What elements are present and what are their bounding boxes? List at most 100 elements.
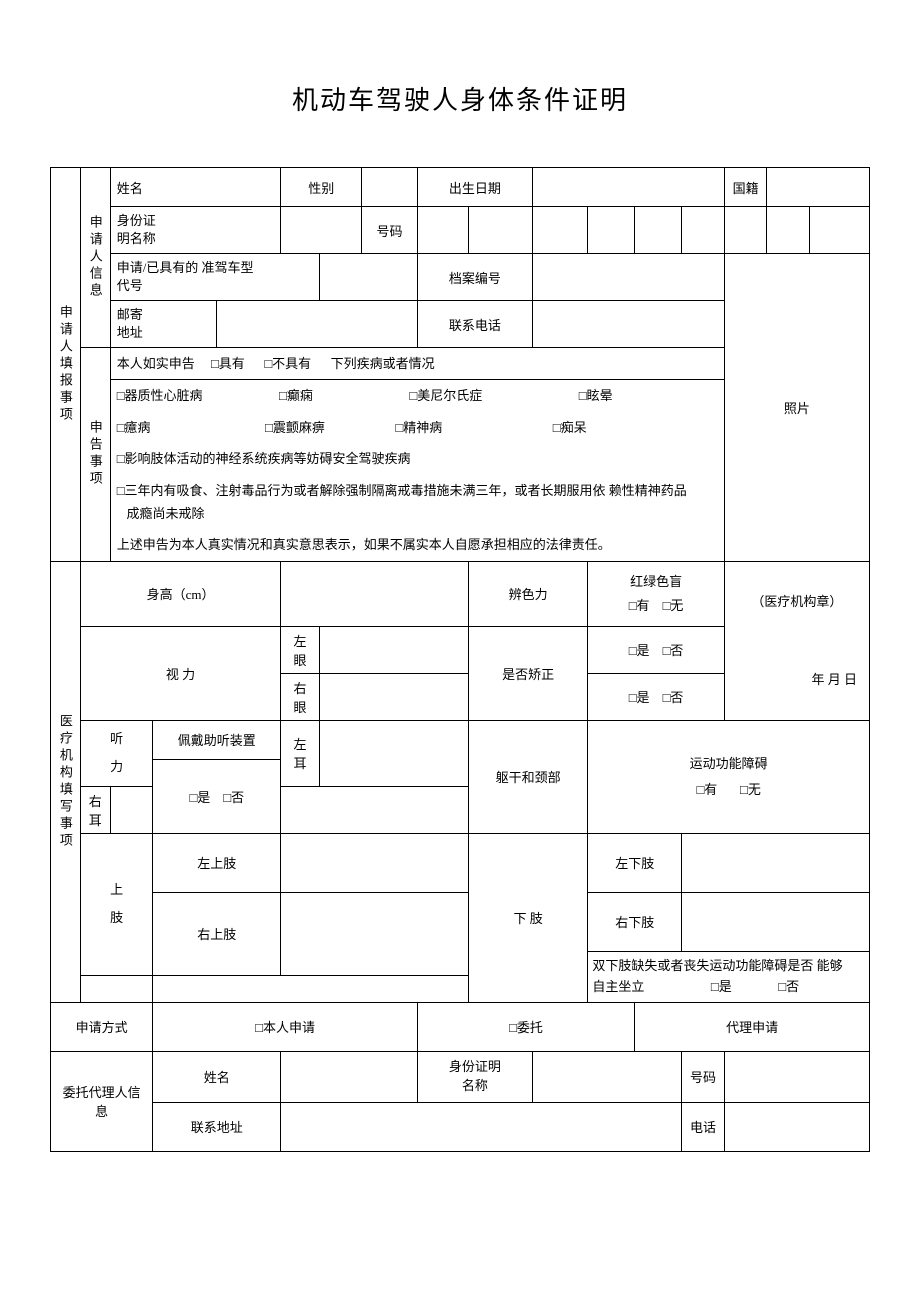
corrected-right: □是 □否 [588, 673, 724, 720]
id-digit[interactable] [810, 207, 870, 254]
id-name-value[interactable] [281, 207, 362, 254]
license-type-label: 申请/已具有的 准驾车型代号 [110, 254, 319, 301]
checkbox-sit-yes[interactable]: □是 [711, 979, 732, 994]
checkbox-colorblind-yes[interactable]: □有 [629, 598, 650, 613]
checkbox-aid-no[interactable]: □否 [223, 790, 244, 805]
agent-info-label: 委托代理人信息 [51, 1051, 153, 1151]
checkbox-colorblind-no[interactable]: □无 [663, 598, 684, 613]
upper-limb-label: 上肢 [80, 833, 152, 975]
checkbox-nothas[interactable]: □不具有 [264, 356, 311, 371]
lu-value[interactable] [281, 833, 469, 892]
applicant-info-label: 申请人信息 [80, 168, 110, 348]
checkbox-disease[interactable]: □三年内有吸食、注射毒品行为或者解除强制隔离戒毒措施未满三年，或者长期服用依 赖… [117, 483, 687, 498]
hearing-label: 听力 [80, 720, 152, 786]
checkbox-motor-yes[interactable]: □有 [696, 782, 717, 797]
id-digit[interactable] [724, 207, 767, 254]
id-digit[interactable] [417, 207, 468, 254]
name-label: 姓名 [110, 168, 281, 207]
page-title: 机动车驾驶人身体条件证明 [50, 80, 870, 117]
nationality-value[interactable] [767, 168, 870, 207]
rl-label: 右下肢 [588, 892, 682, 951]
right-ear-label: 右耳 [80, 786, 110, 833]
colorblind-cell: 红绿色盲 □有 □无 [588, 561, 724, 626]
id-digit[interactable] [468, 207, 532, 254]
declaration-intro: 本人如实申告 □具有 □不具有 下列疾病或者情况 [110, 348, 724, 380]
sex-label: 性别 [281, 168, 362, 207]
checkbox-aid-yes[interactable]: □是 [189, 790, 210, 805]
left-ear-value[interactable] [319, 720, 468, 786]
lu-label: 左上肢 [153, 833, 281, 892]
vision-label: 视 力 [80, 626, 280, 720]
checkbox-isnot[interactable]: □否 [663, 690, 684, 705]
height-value[interactable] [281, 561, 469, 626]
rl-value[interactable] [682, 892, 870, 951]
checkbox-is[interactable]: □是 [629, 690, 650, 705]
declaration-label: 申告事项 [80, 348, 110, 562]
left-eye-value[interactable] [319, 626, 468, 673]
dob-label: 出生日期 [417, 168, 532, 207]
ru-spacer [153, 975, 469, 1002]
lower-limb-question: 双下肢缺失或者丧失运动功能障碍是否 能够 自主坐立 □是 □否 [588, 951, 870, 1002]
checkbox-is[interactable]: □是 [629, 643, 650, 658]
checkbox-disease[interactable]: □震颤麻痹 [265, 420, 325, 435]
nationality-label: 国籍 [724, 168, 767, 207]
disease-row-2: □癔病 □震颤麻痹 □精神病 □痴呆 [110, 412, 724, 443]
id-digit[interactable] [532, 207, 587, 254]
form-table: 申请人填报事项 申请人信息 姓名 性别 出生日期 国籍 身份证明名称 号码 申请… [50, 167, 870, 1152]
ru-label: 右上肢 [153, 892, 281, 975]
right-eye-label: 右眼 [281, 673, 319, 720]
id-digit[interactable] [588, 207, 635, 254]
agent-phone-value[interactable] [724, 1102, 869, 1151]
left-eye-label: 左眼 [281, 626, 319, 673]
disease-row-1: □器质性心脏病 □癫痫 □美尼尔氏症 □眩晕 [110, 380, 724, 412]
right-eye-value[interactable] [319, 673, 468, 720]
ru-value[interactable] [281, 892, 469, 975]
dob-value[interactable] [532, 168, 724, 207]
checkbox-disease[interactable]: □癔病 [117, 420, 151, 435]
phone-value[interactable] [532, 301, 724, 348]
apply-self[interactable]: □本人申请 [153, 1002, 417, 1051]
declaration-footer: 上述申告为本人真实情况和真实意思表示，如果不属实本人自愿承担相应的法律责任。 [110, 529, 724, 561]
checkbox-disease[interactable]: □眩晕 [579, 388, 613, 403]
photo-area: 照片 [724, 254, 869, 562]
agent-id-name-value[interactable] [532, 1051, 681, 1102]
color-label: 辨色力 [468, 561, 587, 626]
agent-addr-value[interactable] [281, 1102, 682, 1151]
id-no-label: 号码 [362, 207, 417, 254]
ll-value[interactable] [682, 833, 870, 892]
agent-id-no-value[interactable] [724, 1051, 869, 1102]
trunk-label: 躯干和颈部 [468, 720, 587, 833]
apply-method-label: 申请方式 [51, 1002, 153, 1051]
checkbox-disease[interactable]: □癫痫 [279, 388, 313, 403]
checkbox-sit-no[interactable]: □否 [778, 979, 799, 994]
file-no-value[interactable] [532, 254, 724, 301]
checkbox-motor-no[interactable]: □无 [740, 782, 761, 797]
checkbox-has[interactable]: □具有 [211, 356, 245, 371]
disease-row-4: □三年内有吸食、注射毒品行为或者解除强制隔离戒毒措施未满三年，或者长期服用依 赖… [110, 475, 724, 530]
id-digit[interactable] [767, 207, 810, 254]
sex-value[interactable] [362, 168, 417, 207]
id-digit[interactable] [635, 207, 682, 254]
section-a-label: 申请人填报事项 [51, 168, 81, 562]
license-type-value[interactable] [319, 254, 417, 301]
agent-name-value[interactable] [281, 1051, 417, 1102]
checkbox-disease[interactable]: □痴呆 [553, 420, 587, 435]
checkbox-disease[interactable]: □器质性心脏病 [117, 388, 203, 403]
disease-row-3: □影响肢体活动的神经系统疾病等妨碍安全驾驶疾病 [110, 443, 724, 474]
agent-id-no-label: 号码 [682, 1051, 725, 1102]
apply-agent: 代理申请 [635, 1002, 870, 1051]
section-b-label: 医疗机构填写事项 [51, 561, 81, 1002]
hearing-aid-label: 佩戴助听装置 [153, 720, 281, 759]
apply-entrust[interactable]: □委托 [417, 1002, 635, 1051]
mail-value[interactable] [217, 301, 417, 348]
checkbox-disease[interactable]: □美尼尔氏症 [409, 388, 482, 403]
ll-label: 左下肢 [588, 833, 682, 892]
checkbox-disease[interactable]: □精神病 [395, 420, 442, 435]
checkbox-isnot[interactable]: □否 [663, 643, 684, 658]
lower-limb-label: 下 肢 [468, 833, 587, 1002]
id-digit[interactable] [682, 207, 725, 254]
checkbox-disease[interactable]: □影响肢体活动的神经系统疾病等妨碍安全驾驶疾病 [117, 451, 411, 466]
id-name-label: 身份证明名称 [110, 207, 281, 254]
mail-label: 邮寄地址 [110, 301, 217, 348]
agent-name-label: 姓名 [153, 1051, 281, 1102]
